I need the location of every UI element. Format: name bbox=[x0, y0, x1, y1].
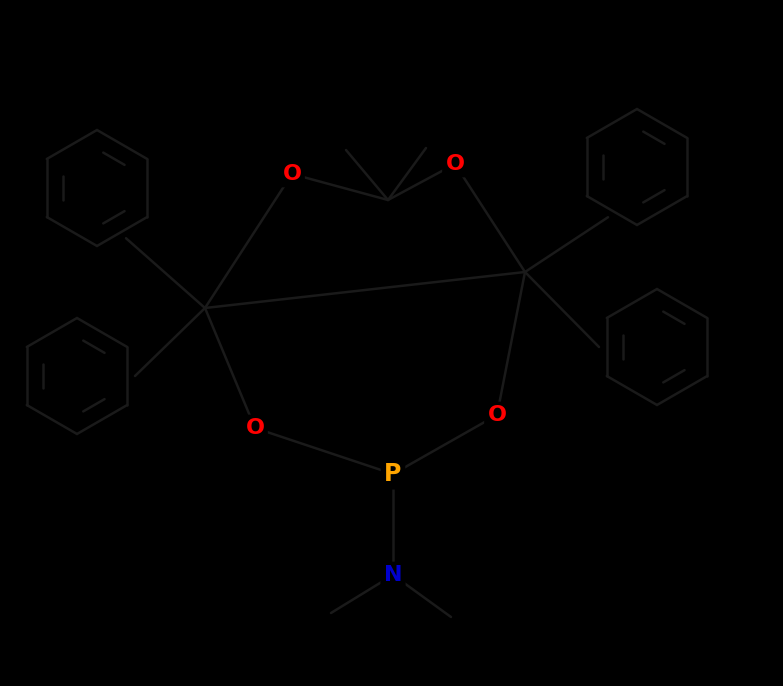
Text: P: P bbox=[384, 462, 402, 486]
Text: N: N bbox=[384, 565, 402, 585]
Text: O: O bbox=[446, 154, 464, 174]
Text: O: O bbox=[283, 164, 301, 184]
Text: O: O bbox=[246, 418, 265, 438]
Text: O: O bbox=[488, 405, 507, 425]
